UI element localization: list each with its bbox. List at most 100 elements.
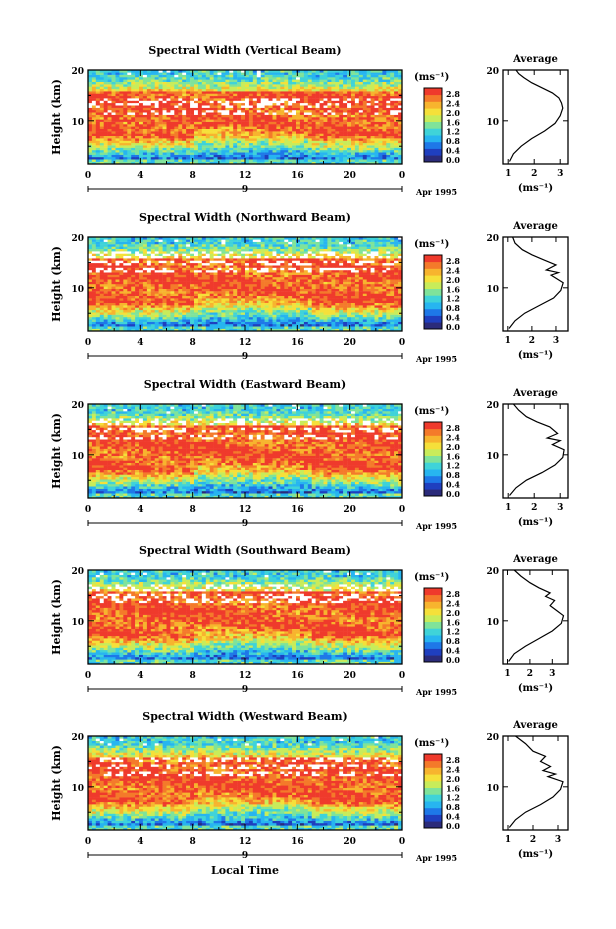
heatmap-cell [370,95,375,99]
heatmap-cell [131,286,136,289]
heatmap-cell [178,98,183,101]
heatmap-cell [272,126,277,129]
heatmap-cell [99,302,104,306]
heatmap-cell [150,124,155,127]
heatmap-cell [386,70,391,73]
heatmap-cell [272,149,277,153]
heatmap-cell [248,86,254,90]
heatmap-cell [217,121,222,125]
heatmap-cell [288,305,293,308]
heatmap-cell [197,105,203,108]
heatmap-cell [280,321,285,325]
heatmap-cell [127,154,132,158]
heatmap-cell [229,74,234,78]
heatmap-cell [362,328,367,332]
heatmap-cell [241,152,246,155]
heatmap-cell [127,286,132,289]
heatmap-cell [303,302,309,306]
heatmap-cell [190,124,195,127]
heatmap-cell [315,126,320,129]
heatmap-cell [303,105,309,108]
heatmap-cell [182,102,187,106]
heatmap-cell [229,316,234,320]
heatmap-cell [378,105,383,108]
heatmap-cell [186,133,191,136]
heatmap-cell [95,105,100,108]
heatmap-cell [382,79,387,82]
heatmap-cell [88,140,93,144]
heatmap-cell [280,117,285,120]
heatmap-cell [197,133,203,136]
heatmap-cell [194,128,199,132]
heatmap-cell [103,284,108,287]
heatmap-cell [284,135,289,139]
heatmap-cell [276,291,281,294]
heatmap-cell [146,316,152,320]
heatmap-cell [307,154,312,158]
heatmap-cell [370,295,375,299]
heatmap-cell [394,91,399,94]
heatmap-cell [256,307,261,311]
heatmap-cell [296,309,301,313]
heatmap-cell [209,312,214,315]
heatmap-cell [272,121,277,125]
heatmap-cell [358,305,363,308]
heatmap-cell [103,279,108,282]
heatmap-cell [276,321,281,325]
heatmap-cell [209,326,214,329]
heatmap-cell [347,286,352,289]
heatmap-cell [135,312,140,315]
heatmap-cell [241,140,246,144]
heatmap-cell [351,138,356,141]
heatmap-cell [327,91,332,94]
heatmap-cell [347,305,352,308]
heatmap-cell [268,309,273,313]
heatmap-cell [233,305,238,308]
heatmap-cell [339,309,344,313]
heatmap-cell [111,293,116,296]
heatmap-cell [135,131,140,134]
heatmap-cell [252,307,257,311]
heatmap-cell [237,159,242,162]
heatmap-cell [190,112,195,115]
heatmap-cell [237,152,242,155]
heatmap-cell [221,295,226,299]
heatmap-cell [303,133,309,136]
heatmap-cell [390,328,395,332]
heatmap-cell [394,302,399,306]
heatmap-cell [358,152,363,155]
heatmap-cell [264,328,269,332]
heatmap-cell [229,91,234,94]
heatmap-cell [351,100,356,104]
heatmap-cell [382,321,387,325]
heatmap-cell [280,142,285,146]
heatmap-cell [252,95,257,99]
heatmap-cell [174,286,179,289]
heatmap-cell [142,295,148,299]
heatmap-cell [319,302,324,306]
heatmap-cell [292,323,297,327]
heatmap-cell [319,298,324,301]
heatmap-cell [241,302,246,306]
heatmap-cell [107,72,112,75]
heatmap-cell [284,117,289,120]
heatmap-cell [99,288,104,292]
heatmap-cell [107,295,112,299]
heatmap-cell [319,131,324,134]
heatmap-cell [123,114,128,118]
heatmap-cell [123,138,128,141]
heatmap-cell [331,72,336,75]
heatmap-cell [276,281,281,285]
heatmap-cell [170,293,175,296]
heatmap-cell [225,95,230,99]
heatmap-cell [327,81,332,85]
heatmap-cell [217,117,222,120]
heatmap-cell [292,295,297,299]
heatmap-cell [237,74,242,78]
heatmap-cell [276,124,281,127]
heatmap-cell [209,156,214,160]
heatmap-cell [186,284,191,287]
heatmap-cell [335,142,340,146]
heatmap-cell [382,298,387,301]
heatmap-cell [245,147,250,151]
